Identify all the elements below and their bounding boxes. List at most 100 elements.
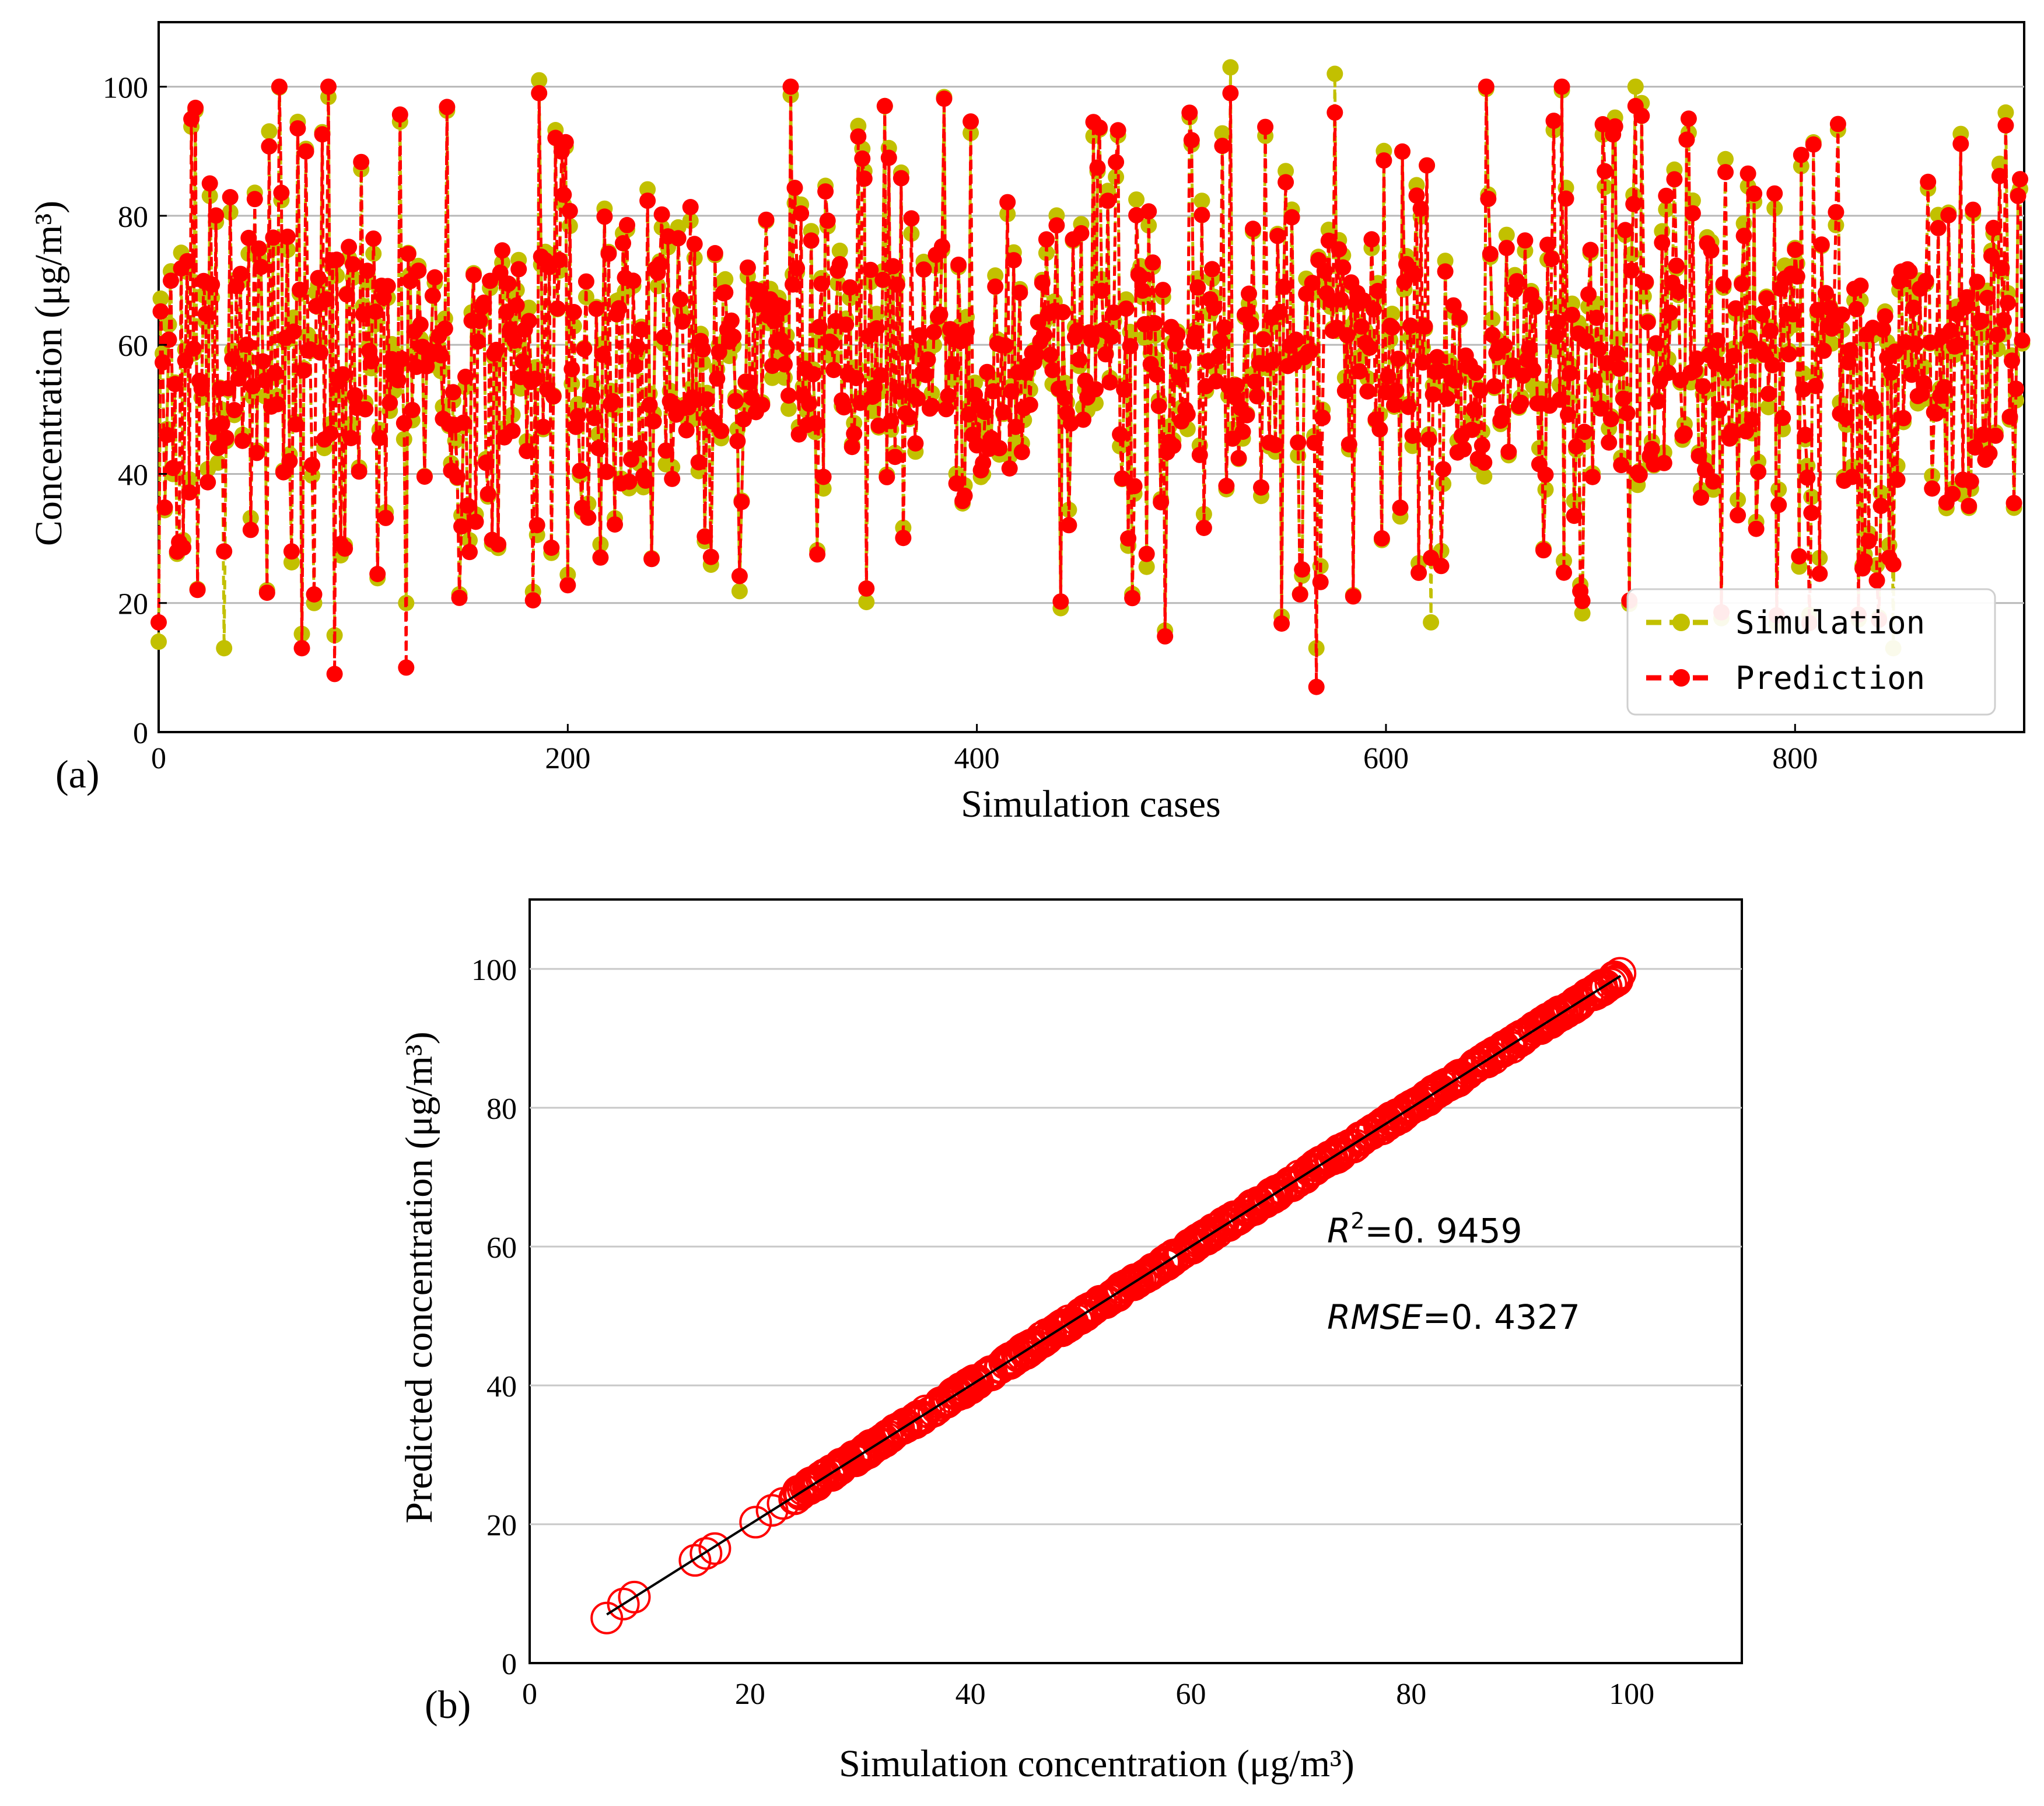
prediction-point <box>1287 331 1304 348</box>
prediction-point <box>878 468 895 485</box>
prediction-point <box>1965 201 1982 218</box>
prediction-point <box>1568 438 1585 455</box>
prediction-point <box>531 85 548 102</box>
prediction-point <box>872 367 889 384</box>
prediction-point <box>391 106 408 123</box>
prediction-point <box>778 338 795 355</box>
fit-line <box>606 975 1622 1616</box>
prediction-point <box>1069 322 1086 339</box>
prediction-point <box>1552 391 1568 408</box>
scatter-point <box>787 1473 820 1506</box>
prediction-point <box>1997 117 2014 134</box>
prediction-point <box>657 442 674 459</box>
prediction-point <box>1895 410 1912 426</box>
prediction-point <box>629 338 646 355</box>
prediction-point <box>234 432 251 449</box>
prediction-point <box>1292 586 1308 603</box>
legend-prediction-label: Prediction <box>1735 660 1925 696</box>
prediction-point <box>831 256 848 272</box>
simulation-point <box>1278 163 1294 180</box>
prediction-point <box>1052 593 1069 610</box>
prediction-point <box>1723 423 1740 440</box>
prediction-point <box>876 97 893 114</box>
prediction-point <box>238 336 255 353</box>
prediction-point <box>1290 434 1307 451</box>
prediction-point <box>1245 220 1261 237</box>
prediction-point <box>1784 306 1801 323</box>
prediction-point <box>1308 678 1325 695</box>
prediction-point <box>193 380 210 397</box>
prediction-point <box>160 331 177 348</box>
prediction-point <box>1983 247 2000 264</box>
prediction-point <box>1787 242 1804 258</box>
scatter-point <box>1319 1137 1352 1170</box>
simulation-point <box>1991 155 2008 172</box>
prediction-point <box>1165 438 1182 454</box>
prediction-point <box>1840 354 1857 371</box>
prediction-point <box>1995 312 2012 328</box>
prediction-point <box>320 78 337 95</box>
scatter-point <box>946 1376 979 1409</box>
scatter-point <box>1272 1169 1306 1202</box>
prediction-point <box>1598 355 1615 372</box>
scatter-point <box>1420 1075 1454 1108</box>
prediction-point <box>968 437 985 454</box>
prediction-point <box>838 316 855 333</box>
prediction-point <box>1795 381 1812 398</box>
prediction-point <box>220 380 237 397</box>
prediction-point <box>345 256 362 273</box>
prediction-point <box>1093 282 1110 299</box>
r2-value: =0. 9459 <box>1365 1211 1522 1251</box>
simulation-point <box>1574 605 1591 622</box>
prediction-point <box>1754 306 1771 323</box>
scatter-point <box>1576 978 1609 1011</box>
prediction-point <box>936 90 953 107</box>
prediction-point <box>543 540 560 556</box>
prediction-point <box>1842 342 1859 359</box>
prediction-point <box>1007 418 1024 435</box>
scatter-point <box>1524 1012 1557 1045</box>
prediction-point <box>991 440 1008 457</box>
prediction-point <box>1100 192 1116 209</box>
simulation-point <box>780 400 797 417</box>
simulation-point <box>815 480 832 497</box>
prediction-point <box>281 453 298 470</box>
prediction-point <box>273 184 290 201</box>
y-tick-label-a: 60 <box>118 330 148 363</box>
prediction-point <box>1480 190 1497 207</box>
prediction-point <box>852 394 869 411</box>
prediction-point <box>200 474 216 491</box>
x-axis-label-b: Simulation concentration (μg/m³) <box>839 1742 1354 1785</box>
simulation-point <box>764 369 780 386</box>
rmse-annotation: RMSE=0. 4327 <box>1327 1297 1580 1337</box>
prediction-point <box>1544 250 1560 267</box>
prediction-point <box>1730 507 1746 524</box>
simulation-point <box>1326 65 1343 82</box>
prediction-point <box>850 128 867 145</box>
scatter-point <box>1038 1314 1071 1348</box>
prediction-point <box>355 306 372 323</box>
gridlines-b <box>530 968 1742 1525</box>
simulation-point <box>1997 104 2014 121</box>
prediction-point <box>578 273 594 290</box>
prediction-point <box>1253 479 1269 496</box>
prediction-point <box>1071 351 1087 368</box>
prediction-point <box>1889 471 1906 488</box>
prediction-point <box>1247 373 1264 390</box>
prediction-point <box>1517 232 1534 249</box>
prediction-point <box>672 291 689 308</box>
prediction-point <box>1856 553 1873 570</box>
prediction-point <box>995 404 1012 421</box>
simulation-point <box>1717 150 1734 167</box>
prediction-point <box>310 270 327 286</box>
prediction-point <box>615 235 631 251</box>
prediction-point <box>1513 394 1530 411</box>
prediction-point <box>179 253 196 270</box>
prediction-point <box>674 313 691 330</box>
prediction-point <box>652 256 668 273</box>
prediction-point <box>1212 333 1228 349</box>
prediction-point <box>1373 530 1390 547</box>
prediction-point <box>451 589 468 606</box>
prediction-point <box>1410 564 1427 581</box>
prediction-point <box>702 548 719 565</box>
